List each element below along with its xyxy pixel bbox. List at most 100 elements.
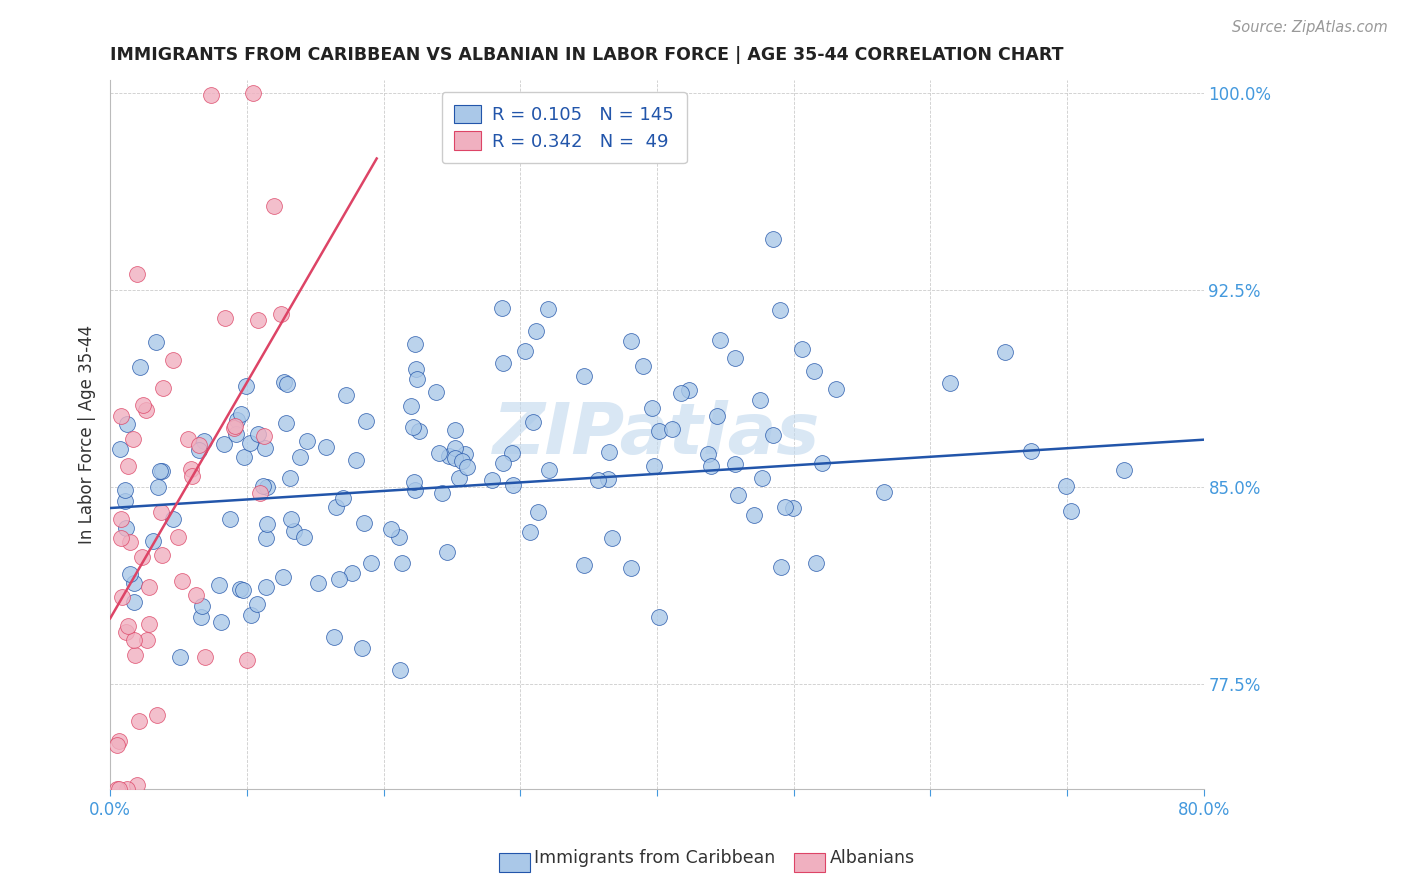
Point bbox=[108, 734, 131, 748]
Point bbox=[1054, 478, 1077, 492]
Point bbox=[619, 561, 641, 575]
Point bbox=[491, 301, 513, 315]
Point bbox=[222, 421, 245, 435]
Point bbox=[254, 581, 277, 595]
Point bbox=[190, 609, 212, 624]
Point bbox=[449, 471, 471, 485]
Point bbox=[128, 714, 150, 729]
Point bbox=[263, 199, 285, 213]
Point bbox=[117, 618, 139, 632]
Point bbox=[180, 462, 202, 476]
Point bbox=[307, 576, 329, 591]
Y-axis label: In Labor Force | Age 35-44: In Labor Force | Age 35-44 bbox=[79, 325, 96, 544]
Point bbox=[110, 409, 132, 423]
Point bbox=[278, 471, 301, 485]
Point bbox=[122, 633, 145, 648]
Point bbox=[270, 307, 292, 321]
Point bbox=[235, 653, 257, 667]
Point bbox=[242, 86, 264, 100]
Point bbox=[939, 376, 962, 390]
Point bbox=[706, 409, 728, 423]
Point bbox=[122, 595, 145, 609]
Point bbox=[492, 456, 515, 470]
Point bbox=[993, 345, 1015, 359]
Point bbox=[239, 608, 262, 623]
Point bbox=[572, 558, 595, 573]
Point bbox=[235, 379, 257, 393]
Point bbox=[280, 511, 302, 525]
Point bbox=[297, 434, 319, 449]
Point bbox=[208, 578, 231, 592]
Point bbox=[454, 447, 477, 461]
Point bbox=[724, 351, 747, 366]
Point bbox=[443, 423, 465, 437]
Point bbox=[276, 416, 298, 430]
Point bbox=[233, 450, 256, 464]
Point bbox=[170, 574, 193, 588]
Point bbox=[239, 436, 262, 450]
Point bbox=[804, 556, 827, 570]
Point bbox=[136, 632, 159, 647]
Point bbox=[1060, 504, 1083, 518]
Point bbox=[283, 524, 305, 538]
Point bbox=[131, 398, 153, 412]
Point bbox=[444, 441, 467, 455]
Point bbox=[700, 459, 723, 474]
Point bbox=[749, 392, 772, 407]
Point bbox=[404, 337, 426, 351]
Point bbox=[439, 449, 461, 463]
Point bbox=[342, 566, 364, 581]
Point bbox=[824, 382, 846, 396]
Point bbox=[145, 334, 167, 349]
Point bbox=[110, 531, 132, 545]
Point bbox=[405, 361, 427, 376]
Point bbox=[117, 417, 139, 432]
Point bbox=[152, 381, 174, 395]
Point bbox=[149, 464, 172, 478]
Point bbox=[709, 333, 731, 347]
Point bbox=[519, 525, 541, 540]
Point bbox=[186, 588, 208, 602]
Point bbox=[117, 458, 139, 473]
Point bbox=[335, 388, 357, 402]
Point bbox=[105, 782, 128, 797]
Point bbox=[325, 500, 347, 514]
Point bbox=[114, 493, 136, 508]
Point bbox=[387, 530, 409, 544]
Text: Immigrants from Caribbean: Immigrants from Caribbean bbox=[534, 849, 776, 867]
Point bbox=[138, 616, 160, 631]
Point bbox=[481, 473, 503, 487]
Legend: R = 0.105   N = 145, R = 0.342   N =  49: R = 0.105 N = 145, R = 0.342 N = 49 bbox=[441, 92, 686, 163]
Point bbox=[111, 591, 134, 605]
Point bbox=[193, 434, 215, 449]
Point bbox=[769, 303, 792, 318]
Point bbox=[105, 738, 128, 752]
Point bbox=[150, 548, 173, 562]
Point bbox=[214, 311, 236, 326]
Point bbox=[252, 479, 274, 493]
Point bbox=[522, 415, 544, 429]
Point bbox=[762, 232, 785, 246]
Point bbox=[209, 615, 232, 629]
Point bbox=[162, 352, 184, 367]
Point bbox=[501, 446, 523, 460]
Point bbox=[292, 530, 315, 544]
Point bbox=[150, 464, 173, 478]
Point bbox=[724, 457, 747, 471]
Point bbox=[492, 356, 515, 370]
Point bbox=[188, 437, 211, 451]
Point bbox=[180, 468, 202, 483]
Point bbox=[118, 566, 141, 581]
Point bbox=[108, 442, 131, 457]
Point bbox=[761, 428, 783, 442]
Point bbox=[219, 512, 242, 526]
Point bbox=[408, 424, 430, 438]
Point bbox=[253, 429, 276, 443]
Point bbox=[803, 364, 825, 378]
Point bbox=[404, 483, 426, 497]
Point bbox=[273, 375, 295, 389]
Point bbox=[344, 452, 367, 467]
Point bbox=[643, 459, 665, 474]
Point bbox=[118, 535, 141, 549]
Point bbox=[246, 426, 269, 441]
